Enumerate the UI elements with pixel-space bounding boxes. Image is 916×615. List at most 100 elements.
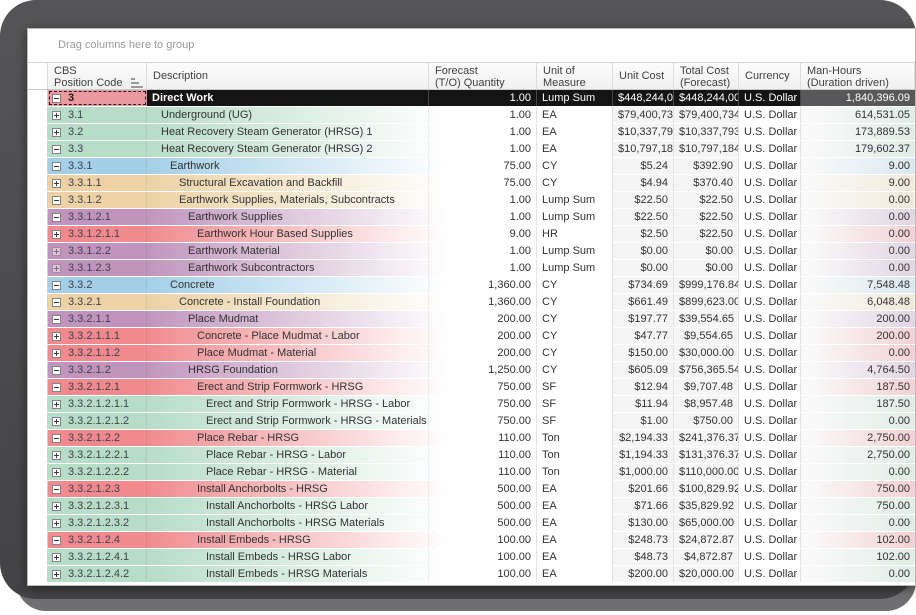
table-row[interactable]: 3.3.2.1.1.2 Place Mudmat - Material 200.00… — [28, 345, 915, 362]
expand-icon[interactable] — [52, 348, 61, 358]
expand-icon[interactable] — [52, 399, 61, 409]
column-header-tc[interactable]: Total Cost (Forecast) — [674, 63, 739, 89]
table-row[interactable]: 3.3.2.1.1.1 Concrete - Place Mudmat - Lab… — [28, 328, 915, 345]
column-header-mh[interactable]: Man-Hours (Duration driven) — [801, 63, 915, 89]
table-row[interactable]: 3.3.1.2.2 Earthwork Material 1.00 Lump Sum $… — [28, 243, 915, 260]
table-row[interactable]: 3.1 Underground (UG)1.00EA$79,400,73...$7… — [28, 107, 915, 124]
table-row[interactable]: 3.3.2.1.2.2 Place Rebar - HRSG 110.00 Ton $2… — [28, 430, 915, 447]
man-hours-cell: 0.00 — [801, 260, 915, 276]
quantity-cell: 110.00 — [429, 430, 537, 446]
expand-icon[interactable] — [52, 416, 61, 426]
column-header-cur[interactable]: Currency — [739, 63, 801, 89]
table-row[interactable]: 3.3.1.2.1.1 Earthwork Hour Based Supplies… — [28, 226, 915, 243]
expand-icon[interactable] — [52, 331, 61, 341]
table-row[interactable]: 3.3.2.1.2.3 Install Anchorbolts - HRSG 500… — [28, 481, 915, 498]
table-row[interactable]: 3.3 Heat Recovery Steam Generator (HRSG) … — [28, 141, 915, 158]
expand-icon[interactable] — [52, 467, 61, 477]
table-row[interactable]: 3.3.2.1.2.4 Install Embeds - HRSG 100.00 EA… — [28, 532, 915, 549]
description-cell: Concrete - Install Foundation — [147, 294, 429, 310]
sort-icon[interactable] — [130, 78, 144, 88]
unit-cost-cell: $248.73 — [613, 532, 674, 548]
expand-icon[interactable] — [52, 110, 61, 120]
row-indicator-cell — [28, 549, 48, 565]
quantity-cell: 1.00 — [429, 90, 537, 106]
table-row[interactable]: 3.3.1.2.1 Earthwork Supplies 1.00 Lump Sum $… — [28, 209, 915, 226]
man-hours-cell: 0.00 — [801, 209, 915, 225]
unit-cost-cell: $0.00 — [613, 260, 674, 276]
quantity-cell: 200.00 — [429, 311, 537, 327]
table-row[interactable]: 3.3.2.1.2.4.2 Install Embeds - HRSG Mater… — [28, 566, 915, 583]
cbs-code: 3.3.2.1.2.2.2 — [68, 466, 130, 478]
collapse-icon[interactable] — [52, 195, 61, 205]
cbs-code: 3.3.2.1.1 — [68, 313, 111, 325]
expand-icon[interactable] — [52, 178, 61, 188]
table-row[interactable]: 3.3.1 Earthwork 75.00 CY $5.24 $392.90 U.S. Do… — [28, 158, 915, 175]
row-indicator-cell — [28, 515, 48, 531]
total-cost-cell: $39,554.65 — [674, 311, 739, 327]
column-header-uc[interactable]: Unit Cost — [613, 63, 674, 89]
column-header-qty[interactable]: Forecast (T/O) Quantity — [429, 63, 537, 89]
description-cell: Place Rebar - HRSG — [147, 430, 429, 446]
collapse-icon[interactable] — [52, 314, 61, 324]
currency-cell: U.S. Dollar — [739, 498, 801, 514]
collapse-icon[interactable] — [52, 161, 61, 171]
currency-cell: U.S. Dollar — [739, 243, 801, 259]
row-indicator-cell — [28, 345, 48, 361]
column-header-uom[interactable]: Unit of Measure — [537, 63, 613, 89]
expand-icon[interactable] — [52, 229, 61, 239]
table-row[interactable]: 3.3.1.1 Structural Excavation and Backfil… — [28, 175, 915, 192]
total-cost-cell: $0.00 — [674, 260, 739, 276]
column-header-ind[interactable] — [28, 63, 48, 89]
table-row[interactable]: 3.3.2.1.2.1.2 Erect and Strip Formwork - … — [28, 413, 915, 430]
collapse-icon[interactable] — [52, 433, 61, 443]
expand-icon[interactable] — [52, 518, 61, 528]
expand-icon[interactable] — [52, 246, 61, 256]
expand-icon[interactable] — [52, 263, 61, 273]
description-cell: HRSG Foundation — [147, 362, 429, 378]
table-row[interactable]: 3.3.2.1.2.1.1 Erect and Strip Formwork - … — [28, 396, 915, 413]
collapse-icon[interactable] — [52, 382, 61, 392]
group-by-drop-zone[interactable]: Drag columns here to group — [28, 29, 915, 62]
collapse-icon[interactable] — [52, 280, 61, 290]
collapse-icon[interactable] — [52, 297, 61, 307]
expand-icon[interactable] — [52, 569, 61, 579]
table-row[interactable]: 3.3.2.1.2.4.1 Install Embeds - HRSG Labor… — [28, 549, 915, 566]
cbs-code-cell: 3.3.2.1.1.1 — [48, 328, 147, 344]
row-indicator-cell — [28, 362, 48, 378]
column-header-label: Unit Cost — [619, 70, 665, 82]
expand-icon[interactable] — [52, 552, 61, 562]
table-row[interactable]: 3.3.2 Concrete 1,360.00 CY $734.69 $999,176.8… — [28, 277, 915, 294]
table-row[interactable]: 3.3.2.1.1 Place Mudmat 200.00 CY $197.77 $39,… — [28, 311, 915, 328]
currency-cell: U.S. Dollar — [739, 311, 801, 327]
unit-cost-cell: $605.09 — [613, 362, 674, 378]
collapse-icon[interactable] — [52, 535, 61, 545]
table-row[interactable]: 3.3.1.2.3 Earthwork Subcontractors 1.00 Lum… — [28, 260, 915, 277]
table-row[interactable]: 3.3.2.1.2.1 Erect and Strip Formwork - HR… — [28, 379, 915, 396]
table-row[interactable]: 3.3.2.1 Concrete - Install Foundation 1,36… — [28, 294, 915, 311]
collapse-icon[interactable] — [52, 365, 61, 375]
expand-icon[interactable] — [52, 501, 61, 511]
collapse-icon[interactable] — [52, 93, 61, 103]
expand-icon[interactable] — [52, 450, 61, 460]
table-row[interactable]: 3.2 Heat Recovery Steam Generator (HRSG) … — [28, 124, 915, 141]
column-header-cbs[interactable]: CBS Position Code — [48, 63, 147, 89]
cbs-code: 3 — [68, 92, 75, 104]
table-row[interactable]: 3.3.2.1.2.3.1 Install Anchorbolts - HRSG … — [28, 498, 915, 515]
table-row[interactable]: 3.3.2.1.2.2.2 Place Rebar - HRSG - Materi… — [28, 464, 915, 481]
table-row[interactable]: 3.3.2.1.2 HRSG Foundation 1,250.00 CY $605.0… — [28, 362, 915, 379]
table-row[interactable]: 3.3.2.1.2.3.2 Install Anchorbolts - HRSG … — [28, 515, 915, 532]
cbs-code-cell: 3.3.2.1.2.3 — [48, 481, 147, 497]
cbs-code-cell: 3.3.2.1.2.1.2 — [48, 413, 147, 429]
table-row[interactable]: 3.3.2.1.2.2.1 Place Rebar - HRSG - Labor 1… — [28, 447, 915, 464]
expand-icon[interactable] — [52, 127, 61, 137]
collapse-icon[interactable] — [52, 212, 61, 222]
collapse-icon[interactable] — [52, 484, 61, 494]
collapse-icon[interactable] — [52, 144, 61, 154]
man-hours-cell: 102.00 — [801, 532, 915, 548]
total-cost-cell: $8,957.48 — [674, 396, 739, 412]
table-row[interactable]: 3.3.1.2 Earthwork Supplies, Materials, Su… — [28, 192, 915, 209]
description-cell: Concrete — [147, 277, 429, 293]
column-header-desc[interactable]: Description — [147, 63, 429, 89]
